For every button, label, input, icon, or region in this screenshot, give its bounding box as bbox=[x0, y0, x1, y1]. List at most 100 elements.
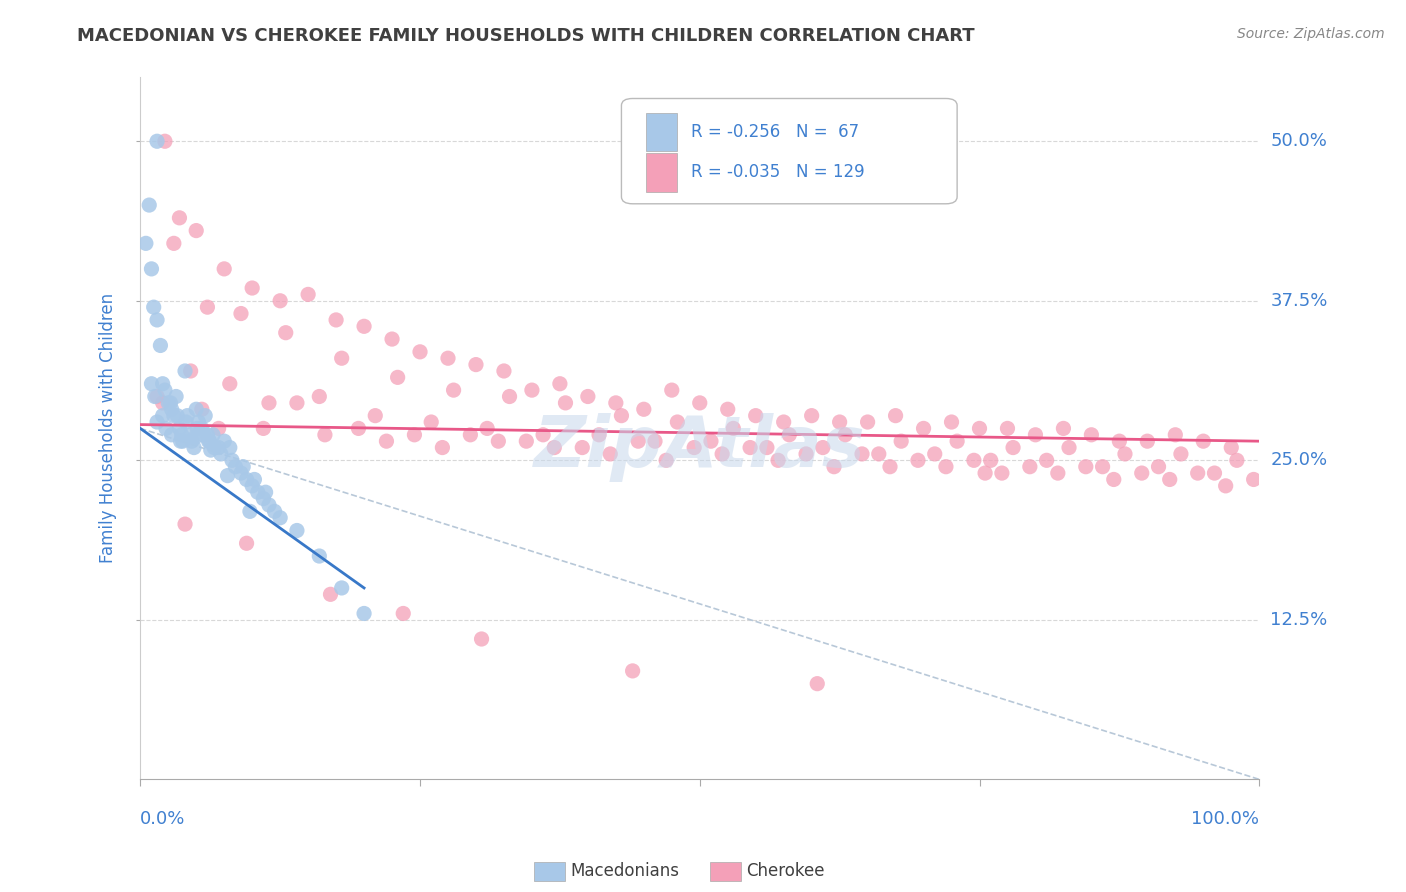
Point bbox=[1074, 459, 1097, 474]
Point bbox=[166, 409, 188, 423]
Point bbox=[621, 664, 644, 678]
Point bbox=[498, 390, 520, 404]
Bar bbox=[645, 113, 678, 152]
Point bbox=[217, 468, 239, 483]
Point bbox=[1091, 459, 1114, 474]
Point bbox=[169, 421, 191, 435]
Text: MACEDONIAN VS CHEROKEE FAMILY HOUSEHOLDS WITH CHILDREN CORRELATION CHART: MACEDONIAN VS CHEROKEE FAMILY HOUSEHOLDS… bbox=[77, 27, 974, 45]
Text: 0.0%: 0.0% bbox=[141, 810, 186, 828]
Point bbox=[740, 441, 762, 455]
Point bbox=[183, 441, 205, 455]
Point bbox=[828, 415, 851, 429]
Point bbox=[224, 459, 246, 474]
Point bbox=[1220, 441, 1243, 455]
Point bbox=[308, 390, 330, 404]
Point bbox=[946, 434, 969, 449]
Point bbox=[174, 415, 197, 429]
Point bbox=[772, 415, 794, 429]
Point bbox=[778, 427, 800, 442]
Point bbox=[269, 510, 291, 524]
Point bbox=[218, 441, 240, 455]
Point bbox=[160, 402, 183, 417]
Point bbox=[174, 364, 197, 378]
Point bbox=[184, 430, 207, 444]
Point bbox=[912, 421, 935, 435]
Point bbox=[257, 396, 280, 410]
Point bbox=[330, 581, 353, 595]
Point bbox=[229, 307, 252, 321]
Point bbox=[235, 536, 257, 550]
Point bbox=[997, 421, 1019, 435]
Point bbox=[806, 676, 828, 690]
Point bbox=[172, 434, 194, 449]
Point bbox=[717, 402, 740, 417]
Text: Source: ZipAtlas.com: Source: ZipAtlas.com bbox=[1237, 27, 1385, 41]
Point bbox=[655, 453, 678, 467]
Text: 25.0%: 25.0% bbox=[1271, 451, 1327, 469]
Point bbox=[149, 338, 172, 352]
Point bbox=[1114, 447, 1136, 461]
Point bbox=[159, 396, 181, 410]
Point bbox=[605, 396, 627, 410]
Point bbox=[588, 427, 610, 442]
Point bbox=[239, 504, 262, 518]
Point bbox=[153, 134, 176, 148]
Point bbox=[1159, 473, 1181, 487]
Point bbox=[437, 351, 460, 366]
Point bbox=[924, 447, 946, 461]
Point bbox=[1192, 434, 1215, 449]
Point bbox=[141, 376, 163, 391]
Point bbox=[152, 376, 174, 391]
Point bbox=[153, 383, 176, 397]
Point bbox=[1035, 453, 1057, 467]
Point bbox=[1215, 479, 1237, 493]
Point bbox=[152, 409, 174, 423]
Point bbox=[146, 134, 169, 148]
Point bbox=[240, 479, 263, 493]
Point bbox=[969, 421, 991, 435]
Point bbox=[890, 434, 912, 449]
Point bbox=[599, 447, 621, 461]
Bar bbox=[645, 153, 678, 192]
Point bbox=[169, 434, 191, 449]
Point bbox=[471, 632, 494, 646]
Point bbox=[980, 453, 1002, 467]
Point bbox=[174, 517, 197, 532]
Point bbox=[387, 370, 409, 384]
Point bbox=[235, 473, 257, 487]
Point bbox=[375, 434, 398, 449]
Point bbox=[963, 453, 986, 467]
Point bbox=[187, 415, 209, 429]
Text: Cherokee: Cherokee bbox=[747, 863, 825, 880]
Point bbox=[269, 293, 291, 308]
Point bbox=[1136, 434, 1159, 449]
Point bbox=[263, 504, 285, 518]
Point bbox=[879, 459, 901, 474]
Point bbox=[146, 415, 169, 429]
Point bbox=[543, 441, 565, 455]
Point bbox=[364, 409, 387, 423]
Point bbox=[138, 198, 160, 212]
Point bbox=[974, 466, 997, 480]
Point bbox=[475, 421, 498, 435]
Point bbox=[353, 607, 375, 621]
Point bbox=[991, 466, 1014, 480]
Point bbox=[907, 453, 929, 467]
Point bbox=[1046, 466, 1069, 480]
Point bbox=[409, 344, 432, 359]
Point bbox=[141, 261, 163, 276]
Text: R = -0.256   N =  67: R = -0.256 N = 67 bbox=[690, 123, 859, 141]
Point bbox=[1130, 466, 1153, 480]
Point bbox=[314, 427, 336, 442]
Point bbox=[755, 441, 778, 455]
Point bbox=[460, 427, 482, 442]
Point bbox=[935, 459, 957, 474]
Point bbox=[191, 427, 214, 442]
Point bbox=[420, 415, 443, 429]
Point bbox=[198, 434, 221, 449]
Point bbox=[240, 281, 263, 295]
Point bbox=[229, 466, 252, 480]
Point bbox=[146, 313, 169, 327]
Point bbox=[666, 415, 689, 429]
Point bbox=[232, 459, 254, 474]
